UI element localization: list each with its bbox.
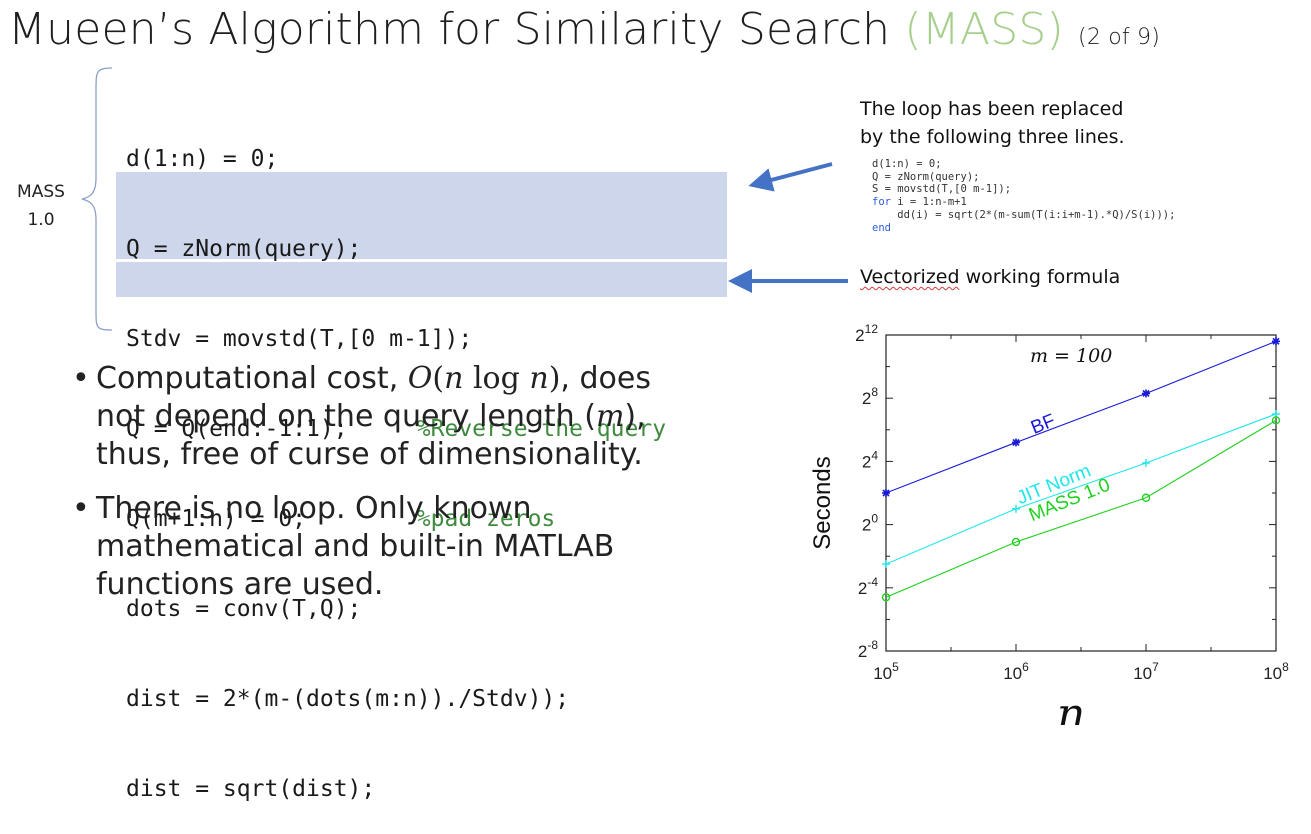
- loop-code-line: for i = 1:n-m+1: [872, 196, 967, 209]
- code-comment: %Reverse the query: [416, 416, 667, 442]
- data-point: [1142, 389, 1150, 398]
- x-axis-label: n: [1057, 689, 1085, 725]
- vectorized-label: Vectorized working formula: [860, 266, 1121, 288]
- data-point: [1012, 504, 1020, 513]
- data-point: [882, 489, 890, 497]
- data-point: [881, 593, 891, 602]
- x-tick-label: 107: [1133, 660, 1159, 683]
- mass-label-line1: MASS: [17, 182, 65, 202]
- data-point: [1011, 537, 1021, 547]
- bullet-no-loop: • There is no loop. Only known mathematic…: [72, 491, 615, 602]
- code-line: Q = Q(end:-1:1); %Reverse the query: [126, 416, 667, 442]
- data-point: [1141, 493, 1151, 502]
- x-tick-label: 106: [1003, 660, 1029, 683]
- code-line: dist = sqrt(dist);: [126, 776, 376, 802]
- bullet-cost: • Computational cost, O(n log n), does no…: [72, 361, 651, 472]
- x-tick-label: 105: [873, 660, 899, 683]
- y-tick-label: 20: [862, 512, 878, 535]
- y-tick-label: 28: [862, 385, 878, 408]
- vectorized-word: Vectorized: [860, 266, 960, 288]
- code-comment: %pad zeros: [416, 506, 556, 532]
- title-accent: (MASS): [904, 4, 1064, 55]
- loop-code-line: Q = zNorm(query);: [872, 170, 980, 183]
- y-tick-label: 2-8: [858, 638, 878, 661]
- keyword-for: for: [872, 196, 891, 209]
- y-tick-label: 212: [855, 322, 878, 345]
- y-tick-label: 24: [862, 448, 878, 471]
- y-axis-label: Seconds: [809, 456, 836, 549]
- bullet-dot-icon: •: [72, 361, 90, 396]
- keyword-end: end: [872, 221, 891, 234]
- data-point: [1142, 458, 1150, 467]
- code-line: Q = zNorm(query);: [126, 236, 362, 262]
- chart-annotation: m = 100: [1030, 345, 1112, 367]
- loop-code-line: d(1:n) = 0;: [872, 158, 942, 170]
- x-tick-label: 108: [1263, 660, 1289, 683]
- loop-code: d(1:n) = 0; Q = zNorm(query); S = movstd(T…: [872, 158, 1175, 234]
- mass-label: MASS 1.0: [8, 178, 74, 234]
- code-highlight-block: [116, 172, 727, 259]
- y-tick-label: 2-4: [858, 575, 878, 598]
- slide-title: Mueen’s Algorithm for Similarity Search …: [8, 4, 1160, 55]
- series-line: [885, 419, 1277, 598]
- code-line: dist = 2*(m-(dots(m:n))./Stdv));: [126, 686, 570, 712]
- code-brace: [81, 67, 113, 331]
- data-point: [1272, 337, 1280, 346]
- arrow-to-highlight-icon: [748, 162, 833, 192]
- series-line: [885, 340, 1277, 494]
- title-main: Mueen’s Algorithm for Similarity Search: [8, 4, 905, 55]
- series-label: BF: [1028, 410, 1058, 439]
- data-point: [1012, 438, 1020, 447]
- query-length-m: m: [595, 399, 625, 434]
- loop-code-line: end: [872, 222, 1175, 235]
- mass-label-line2: 1.0: [27, 210, 55, 230]
- code-highlight-dist: [116, 262, 727, 297]
- code-line: dots = conv(T,Q);: [126, 596, 362, 622]
- code-line: Q(m+1:n) = 0; %pad zeros: [126, 506, 556, 532]
- series-line: [885, 413, 1277, 565]
- code-line: d(1:n) = 0;: [126, 146, 279, 172]
- bullet-list: • Computational cost, O(n log n), does no…: [72, 360, 688, 604]
- title-part: (2 of 9): [1078, 25, 1160, 50]
- loop-code-line: dd(i) = sqrt(2*(m-sum(T(i:i+m-1).*Q)/S(i…: [872, 208, 1176, 221]
- loop-code-line: S = movstd(T,[0 m-1]);: [872, 183, 1012, 196]
- complexity-formula: O(n log n): [407, 361, 561, 396]
- data-point: [882, 560, 890, 569]
- loop-note: The loop has been replaced by the follow…: [860, 98, 1125, 148]
- bullet-dot-icon: •: [72, 491, 90, 526]
- code-line: Stdv = movstd(T,[0 m-1]);: [126, 326, 473, 352]
- data-point: [1271, 416, 1281, 425]
